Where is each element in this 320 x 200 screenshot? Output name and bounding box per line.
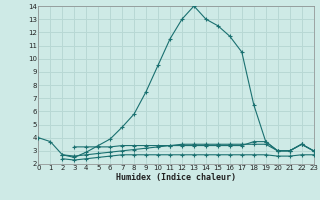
X-axis label: Humidex (Indice chaleur): Humidex (Indice chaleur)	[116, 173, 236, 182]
